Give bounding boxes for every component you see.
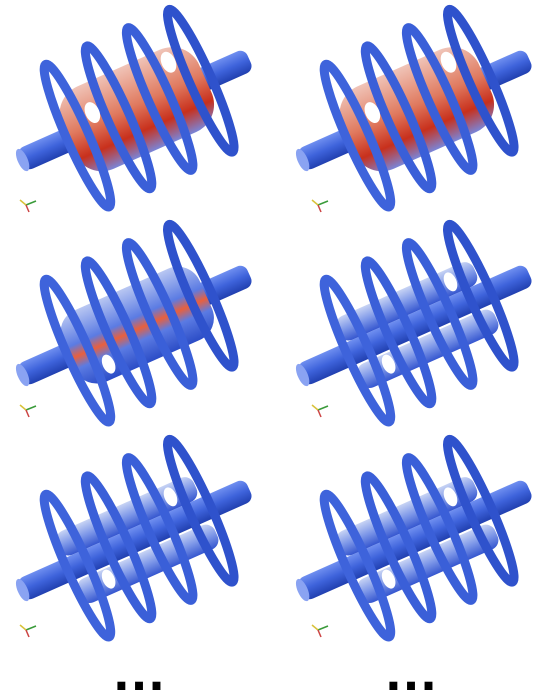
render-panel [266, 203, 555, 448]
axis-triad [312, 405, 328, 417]
axis-triad [20, 625, 36, 637]
ellipsis: ... [386, 639, 439, 699]
render-panel [0, 203, 281, 448]
axis-triad [312, 625, 328, 637]
figure: ... ... [0, 0, 555, 699]
axis-triad [20, 200, 36, 212]
axis-triad [312, 200, 328, 212]
axis-triad [20, 405, 36, 417]
render-panel [0, 0, 281, 233]
render-panel [0, 418, 281, 663]
render-panel [266, 0, 555, 233]
ellipsis: ... [114, 639, 167, 699]
render-panel [266, 418, 555, 663]
